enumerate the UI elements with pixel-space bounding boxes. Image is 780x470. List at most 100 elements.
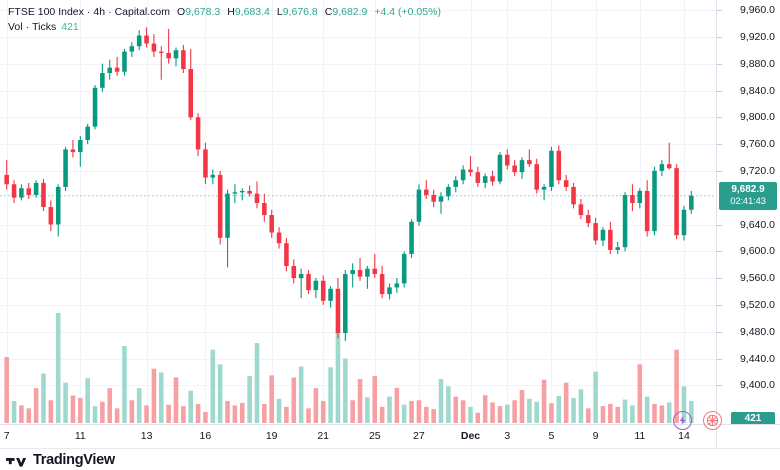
- price-axis-label: 9,920.0: [739, 30, 775, 43]
- candle-body: [365, 268, 370, 277]
- volume-bar: [350, 400, 355, 423]
- candle-body: [225, 193, 230, 238]
- volume-bar: [188, 390, 193, 423]
- time-axis-label: 13: [140, 430, 153, 442]
- candle-body: [460, 169, 466, 181]
- candle-body: [549, 150, 554, 187]
- volume-bar: [217, 364, 223, 423]
- volume-bar: [247, 376, 252, 423]
- volume-value: 421: [61, 21, 79, 33]
- volume-bar: [666, 402, 672, 423]
- candle-body: [644, 190, 650, 232]
- gridline-vertical: [470, 0, 472, 424]
- price-axis-label: 9,840.0: [739, 84, 775, 97]
- candle-body: [181, 50, 186, 70]
- volume-bar: [100, 401, 105, 423]
- volume-bar: [475, 412, 481, 423]
- price-axis[interactable]: 9,682.9 02:41:43 421 9,960.0 9,920.0 9,880…: [716, 0, 780, 426]
- candle-body: [394, 283, 400, 288]
- volume-bar: [70, 395, 76, 423]
- legend-separator-2: ·: [108, 6, 112, 18]
- candle-body: [114, 67, 120, 72]
- volume-bar: [497, 406, 503, 423]
- time-axis-label: 11: [634, 430, 646, 442]
- candle-body: [424, 189, 429, 195]
- candle-body: [504, 154, 510, 166]
- volume-bar: [269, 375, 274, 423]
- candle-body: [26, 188, 32, 195]
- volume-bar: [571, 398, 576, 423]
- price-axis-tick: [717, 385, 722, 387]
- gridline-horizontal: [0, 304, 716, 306]
- volume-bar: [630, 405, 635, 423]
- volume-bar: [239, 402, 245, 423]
- legend-volume-row: Vol · Ticks 421: [8, 21, 441, 34]
- open-value: 9,678.3: [185, 6, 221, 18]
- volume-unit: Ticks: [32, 21, 57, 33]
- candle-body: [409, 221, 414, 254]
- candle-body: [615, 247, 620, 250]
- current-price-badge: 9,682.9 02:41:43: [719, 181, 777, 210]
- volume-bar: [659, 405, 665, 423]
- candle-body: [4, 174, 9, 185]
- time-axis-label: 27: [413, 430, 425, 442]
- globe-icon[interactable]: [703, 411, 722, 430]
- volume-bar: [453, 396, 459, 423]
- price-axis-tick: [717, 170, 722, 172]
- price-axis-label: 9,880.0: [739, 57, 775, 70]
- candle-body: [497, 154, 503, 182]
- candle-body: [600, 229, 606, 241]
- gridline-vertical: [507, 0, 509, 424]
- volume-bar: [158, 372, 164, 423]
- candle-body: [151, 43, 157, 52]
- ohlc-open: O9,678.3: [177, 6, 220, 19]
- lightning-icon[interactable]: [673, 411, 692, 430]
- volume-bar: [387, 396, 392, 423]
- candle-body: [387, 287, 392, 295]
- candle-body: [556, 150, 562, 181]
- volume-bar: [431, 409, 436, 423]
- tradingview-logo[interactable]: TradingView: [6, 452, 115, 468]
- volume-bar: [357, 379, 363, 423]
- candle-body: [158, 51, 164, 53]
- gridline-horizontal: [0, 63, 716, 65]
- candle-body: [563, 180, 569, 187]
- tradingview-mark-icon: [6, 457, 27, 467]
- volume-bar: [63, 382, 68, 423]
- price-axis-tick: [717, 304, 722, 306]
- chart-plot-area[interactable]: [0, 0, 716, 424]
- candle-body: [482, 176, 488, 183]
- time-axis[interactable]: 7 11 13 16 19 21 25 27 Dec 3 5 9 11 14: [0, 424, 716, 448]
- volume-bar: [203, 412, 208, 423]
- interval-label[interactable]: 4h: [93, 6, 106, 18]
- time-axis-label: 3: [504, 430, 511, 442]
- candle-body: [291, 266, 297, 279]
- gridline-vertical: [323, 0, 325, 424]
- candle-body: [431, 194, 436, 202]
- gridline-vertical: [80, 0, 82, 424]
- candle-body: [689, 195, 694, 210]
- volume-bar: [637, 364, 643, 423]
- candle-body: [541, 186, 547, 190]
- symbol-name[interactable]: FTSE 100 Index: [8, 6, 84, 18]
- candle-body: [453, 180, 459, 187]
- candle-body: [379, 274, 385, 295]
- volume-bar: [328, 367, 333, 423]
- volume-bar: [11, 401, 17, 423]
- candle-body: [630, 194, 635, 204]
- legend-primary-row: FTSE 100 Index · 4h · Capital.com O9,678…: [8, 6, 441, 19]
- candle-body: [681, 209, 687, 236]
- volume-bar: [343, 358, 348, 423]
- volume-bar: [615, 406, 620, 423]
- volume-bar: [276, 398, 282, 423]
- volume-label[interactable]: Vol: [8, 21, 23, 33]
- candle-body: [608, 229, 613, 250]
- price-axis-tick: [717, 224, 722, 226]
- candle-body: [92, 87, 98, 127]
- price-axis-label: 9,440.0: [739, 352, 775, 365]
- candle-body: [313, 280, 319, 291]
- candle-body: [357, 270, 363, 277]
- high-key: H: [227, 6, 235, 18]
- price-axis-tick: [717, 358, 722, 360]
- exchange-label[interactable]: Capital.com: [114, 6, 171, 18]
